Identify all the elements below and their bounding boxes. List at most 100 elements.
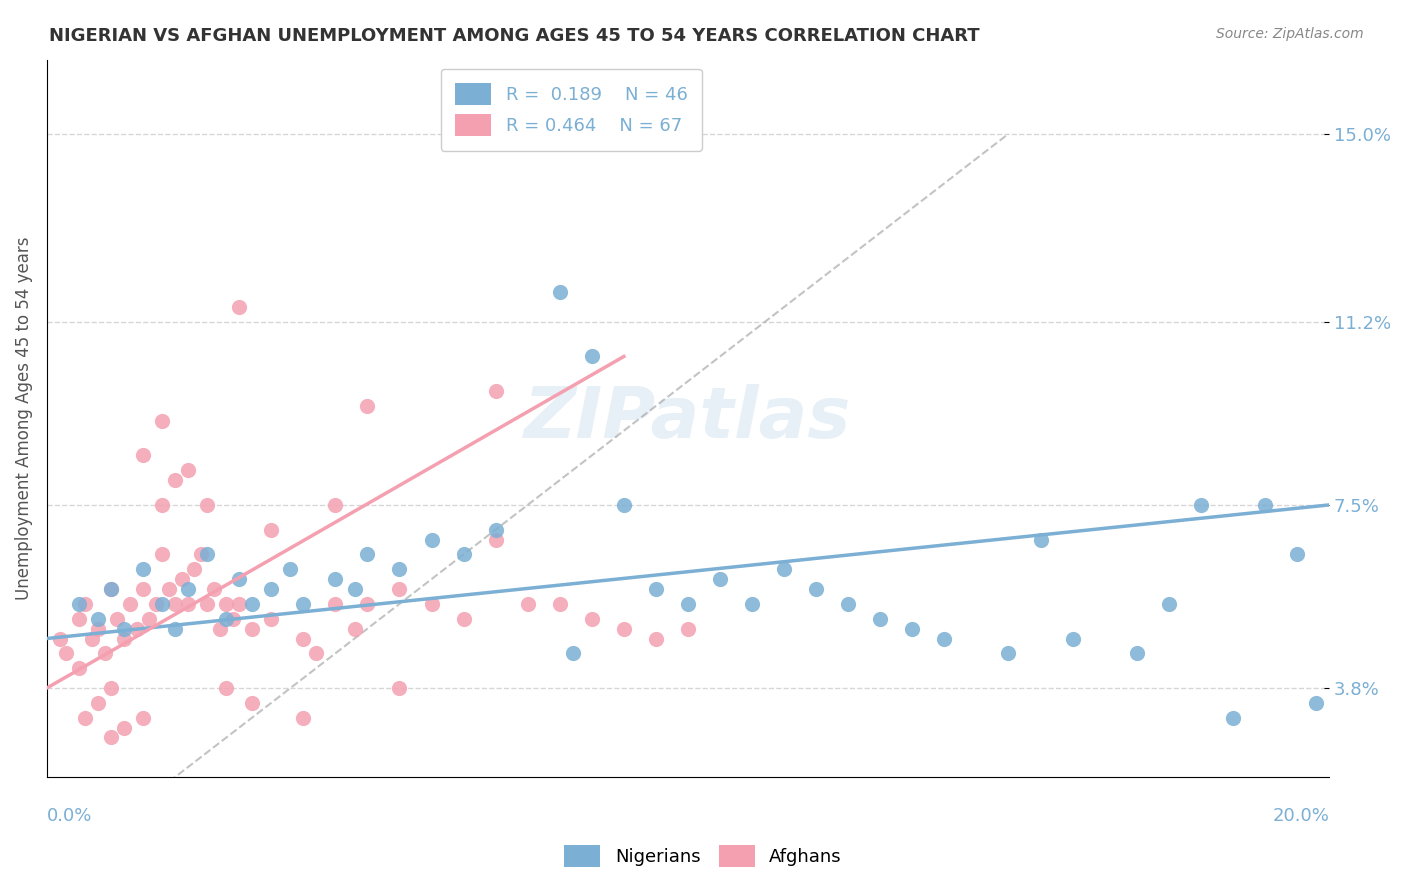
Point bbox=[1254, 498, 1277, 512]
Point bbox=[177, 597, 200, 611]
Point bbox=[195, 548, 218, 562]
Point bbox=[453, 612, 475, 626]
Point bbox=[195, 498, 218, 512]
Text: NIGERIAN VS AFGHAN UNEMPLOYMENT AMONG AGES 45 TO 54 YEARS CORRELATION CHART: NIGERIAN VS AFGHAN UNEMPLOYMENT AMONG AG… bbox=[49, 27, 980, 45]
Point bbox=[869, 612, 891, 626]
Legend: R =  0.189    N = 46, R = 0.464    N = 67: R = 0.189 N = 46, R = 0.464 N = 67 bbox=[440, 69, 702, 151]
Point bbox=[1157, 597, 1180, 611]
Point bbox=[132, 711, 155, 725]
Point bbox=[676, 622, 699, 636]
Point bbox=[228, 597, 250, 611]
Point bbox=[112, 632, 135, 646]
Point bbox=[773, 562, 796, 576]
Point bbox=[485, 533, 508, 547]
Point bbox=[356, 548, 378, 562]
Point bbox=[165, 473, 187, 487]
Point bbox=[100, 582, 122, 596]
Point bbox=[228, 572, 250, 586]
Point bbox=[215, 612, 238, 626]
Y-axis label: Unemployment Among Ages 45 to 54 years: Unemployment Among Ages 45 to 54 years bbox=[15, 236, 32, 600]
Point bbox=[100, 582, 122, 596]
Point bbox=[87, 612, 110, 626]
Point bbox=[420, 597, 443, 611]
Point bbox=[125, 622, 148, 636]
Point bbox=[67, 661, 90, 675]
Point bbox=[325, 597, 347, 611]
Point bbox=[676, 597, 699, 611]
Point bbox=[516, 597, 538, 611]
Point bbox=[1189, 498, 1212, 512]
Point bbox=[292, 597, 315, 611]
Point bbox=[150, 597, 173, 611]
Point bbox=[112, 721, 135, 735]
Point bbox=[112, 622, 135, 636]
Point bbox=[260, 582, 283, 596]
Point bbox=[1305, 696, 1327, 710]
Point bbox=[901, 622, 924, 636]
Point bbox=[581, 612, 603, 626]
Point bbox=[292, 632, 315, 646]
Point bbox=[388, 681, 411, 695]
Point bbox=[190, 548, 212, 562]
Point bbox=[388, 562, 411, 576]
Point bbox=[215, 681, 238, 695]
Point bbox=[208, 622, 231, 636]
Point bbox=[228, 300, 250, 314]
Point bbox=[292, 711, 315, 725]
Point bbox=[280, 562, 302, 576]
Point bbox=[260, 612, 283, 626]
Point bbox=[87, 696, 110, 710]
Point bbox=[120, 597, 142, 611]
Point bbox=[150, 548, 173, 562]
Point bbox=[138, 612, 160, 626]
Point bbox=[1222, 711, 1244, 725]
Text: ZIPatlas: ZIPatlas bbox=[524, 384, 852, 453]
Point bbox=[87, 622, 110, 636]
Text: Source: ZipAtlas.com: Source: ZipAtlas.com bbox=[1216, 27, 1364, 41]
Point bbox=[709, 572, 731, 586]
Point bbox=[170, 572, 193, 586]
Point bbox=[183, 562, 205, 576]
Point bbox=[165, 622, 187, 636]
Point bbox=[75, 711, 97, 725]
Point bbox=[215, 597, 238, 611]
Point bbox=[804, 582, 827, 596]
Point bbox=[67, 612, 90, 626]
Point bbox=[55, 646, 77, 660]
Point bbox=[222, 612, 245, 626]
Point bbox=[613, 622, 636, 636]
Point bbox=[1285, 548, 1308, 562]
Legend: Nigerians, Afghans: Nigerians, Afghans bbox=[557, 838, 849, 874]
Point bbox=[132, 562, 155, 576]
Point bbox=[613, 498, 636, 512]
Text: 0.0%: 0.0% bbox=[46, 806, 93, 825]
Point bbox=[48, 632, 70, 646]
Point bbox=[132, 449, 155, 463]
Point bbox=[356, 399, 378, 413]
Point bbox=[581, 350, 603, 364]
Point bbox=[150, 414, 173, 428]
Point bbox=[93, 646, 115, 660]
Point bbox=[240, 597, 263, 611]
Point bbox=[837, 597, 859, 611]
Point bbox=[420, 533, 443, 547]
Point bbox=[157, 582, 180, 596]
Point bbox=[75, 597, 97, 611]
Point bbox=[343, 622, 366, 636]
Point bbox=[485, 523, 508, 537]
Point bbox=[240, 622, 263, 636]
Point bbox=[177, 582, 200, 596]
Point bbox=[325, 572, 347, 586]
Point bbox=[260, 523, 283, 537]
Point bbox=[548, 597, 571, 611]
Point bbox=[644, 632, 666, 646]
Point bbox=[561, 646, 583, 660]
Point bbox=[388, 582, 411, 596]
Point bbox=[100, 681, 122, 695]
Point bbox=[934, 632, 956, 646]
Point bbox=[741, 597, 763, 611]
Point bbox=[132, 582, 155, 596]
Point bbox=[485, 384, 508, 398]
Point bbox=[145, 597, 167, 611]
Point bbox=[195, 597, 218, 611]
